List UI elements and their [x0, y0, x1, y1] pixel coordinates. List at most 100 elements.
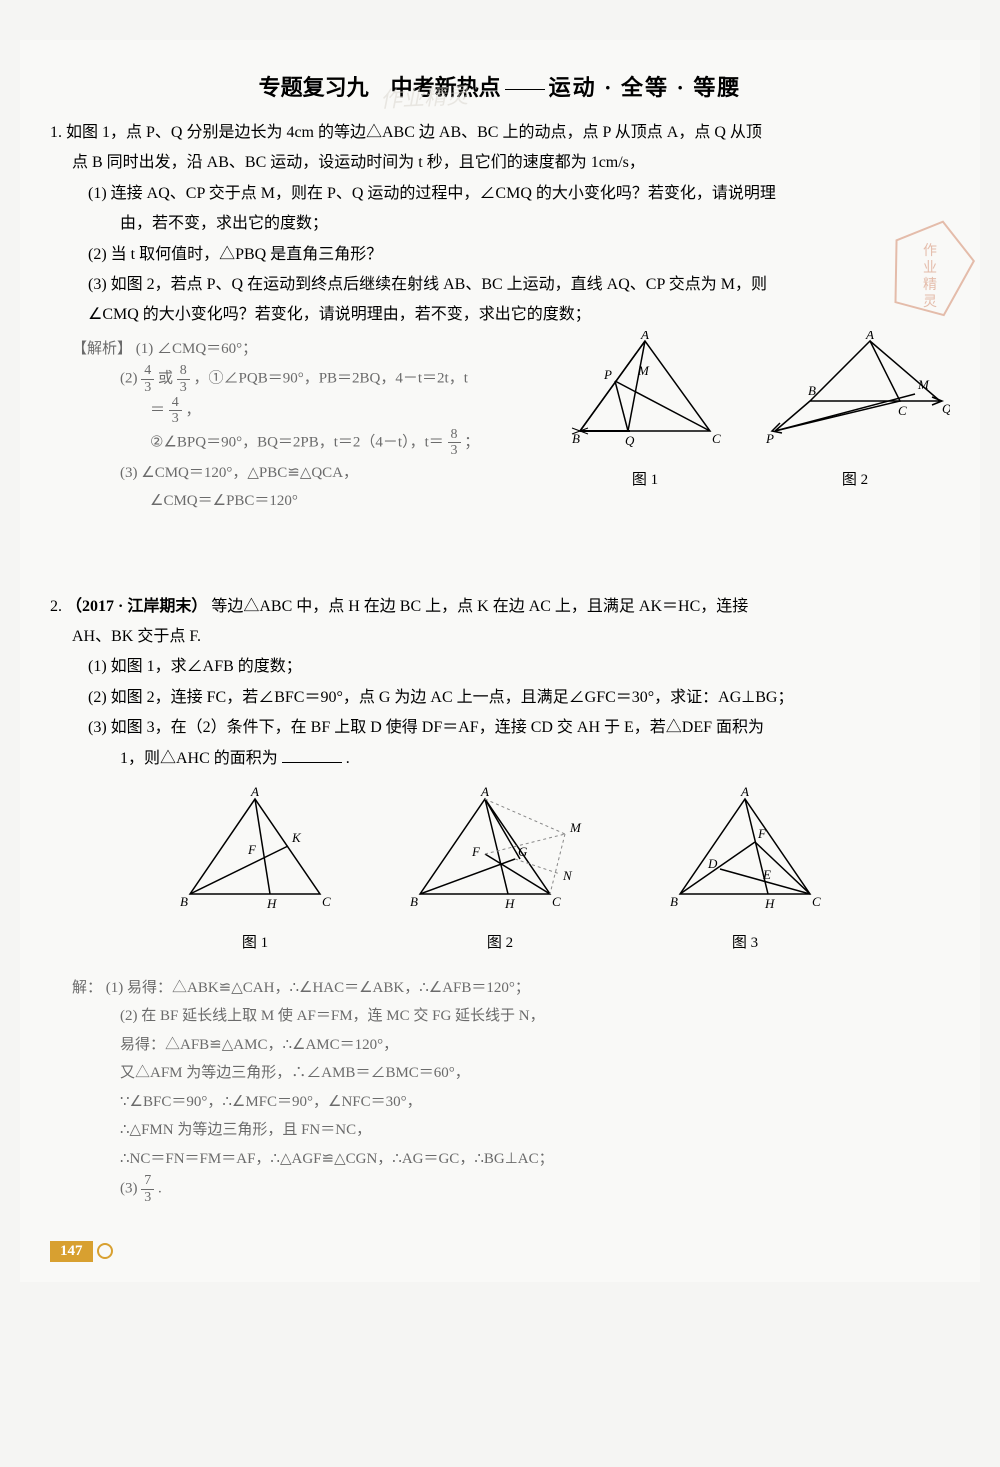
stamp-text-2: 业 [923, 260, 937, 276]
problem-1: 1. 如图 1，点 P、Q 分别是边长为 4cm 的等边△ABC 边 AB、BC… [50, 118, 950, 516]
p2-sol-label: 解： [72, 980, 102, 996]
p1-stem-a: 如图 1，点 P、Q 分别是边长为 4cm 的等边△ABC 边 AB、BC 上的… [66, 124, 762, 141]
frac43a-n: 4 [141, 363, 154, 379]
p2f3-C: C [812, 894, 821, 909]
p2-figures: A B C H K F 图 1 [50, 784, 950, 958]
p2f2-G: G [518, 844, 528, 859]
p1-fig2-svg: A B C P Q M [760, 331, 950, 451]
p2-stem-b: AH、BK 交于点 F. [50, 622, 950, 652]
p1-s2c-post: ； [464, 434, 479, 450]
page-footer: 147 [50, 1221, 950, 1262]
p2-stem-a: 等边△ABC 中，点 H 在边 BC 上，点 K 在边 AC 上，且满足 AK＝… [211, 598, 748, 615]
frac-8-3b: 83 [448, 427, 461, 459]
frac83b-n: 8 [448, 427, 461, 443]
p2-fig3-box: A B C H F D E 图 3 [660, 784, 830, 958]
p2f2-A: A [480, 784, 489, 799]
p2f3-B: B [670, 894, 678, 909]
p1-num: 1. [50, 124, 62, 141]
frac83b-d: 3 [448, 443, 461, 458]
frac43b-d: 3 [169, 411, 182, 426]
p1-fig1-box: A B C P Q M 图 1 [560, 331, 730, 495]
stamp-text-4: 灵 [923, 295, 937, 310]
p2-s3-pre: (3) [120, 1181, 141, 1197]
pagenum-circle-icon [97, 1243, 113, 1259]
p2-fig2-box: A B C H F G M N 图 2 [400, 784, 600, 958]
frac-4-3a: 43 [141, 363, 154, 395]
p2-s2f: ∴NC＝FN＝FM＝AF，∴△AGF≌△CGN，∴AG＝GC，∴BG⊥AC； [50, 1145, 950, 1174]
p2f1-K: K [291, 830, 302, 845]
p2-s2b: 易得：△AFB≌△AMC，∴∠AMC＝120°， [50, 1031, 950, 1060]
p2f1-A: A [250, 784, 259, 799]
frac-7-3: 73 [141, 1173, 154, 1205]
p1-fig2-box: A B C P Q M 图 2 [760, 331, 950, 495]
p1-fig1-cap: 图 1 [560, 466, 730, 495]
watermark-top: 作业精灵 [379, 78, 469, 115]
p1f2-C: C [898, 403, 907, 418]
p1-s2a: (2) [120, 371, 141, 387]
p1-s1: (1) ∠CMQ＝60°； [136, 341, 257, 357]
p1-stem-b: 点 B 同时出发，沿 AB、BC 运动，设运动时间为 t 秒，且它们的速度都为 … [50, 148, 950, 178]
stamp-text-1: 作 [923, 243, 937, 259]
stamp-text-3: 精 [923, 277, 937, 293]
frac73-n: 7 [141, 1173, 154, 1189]
p2f3-A: A [740, 784, 749, 799]
p2-q1: (1) 如图 1，求∠AFB 的度数； [50, 652, 950, 682]
p1-fig2-cap: 图 2 [760, 466, 950, 495]
p2f2-B: B [410, 894, 418, 909]
p2f3-D: D [707, 856, 718, 871]
p2-q2: (2) 如图 2，连接 FC，若∠BFC＝90°，点 G 为边 AC 上一点，且… [50, 683, 950, 713]
p1-s2c-pre: ②∠BPQ＝90°，BQ＝2PB，t＝2（4－t），t＝ [150, 434, 444, 450]
p2-q3b: 1，则△AHC 的面积为 [120, 750, 278, 767]
p2f2-H: H [504, 896, 515, 911]
p2-fig1-box: A B C H K F 图 1 [170, 784, 340, 958]
p2f2-M: M [569, 820, 582, 835]
page-number: 147 [50, 1241, 93, 1262]
frac-8-3a: 83 [177, 363, 190, 395]
p2-num: 2. [50, 598, 62, 615]
p2-fig1-svg: A B C H K F [170, 784, 340, 914]
stamp-badge: 作 业 精 灵 [870, 210, 990, 330]
spacer [50, 532, 950, 592]
page-title: 专题复习九 中考新热点运动 · 全等 · 等腰 [50, 70, 950, 102]
frac43b-n: 4 [169, 395, 182, 411]
p2f1-C: C [322, 894, 331, 909]
p2-s2a: (2) 在 BF 延长线上取 M 使 AF＝FM，连 MC 交 FG 延长线于 … [50, 1002, 950, 1031]
page: 作业精灵 作 业 精 灵 专题复习九 中考新热点运动 · 全等 · 等腰 1. … [20, 40, 980, 1282]
p1f1-C: C [712, 431, 721, 446]
frac43a-d: 3 [141, 380, 154, 395]
p1-figures: A B C P Q M 图 1 [560, 331, 950, 495]
p1-fig1-svg: A B C P Q M [560, 331, 730, 451]
p1f2-B: B [808, 383, 816, 398]
p1-s2a-tail: ，①∠PQB＝90°，PB＝2BQ，4－t＝2t，t [194, 371, 468, 387]
p2f3-E: E [762, 867, 771, 882]
p2f1-H: H [266, 896, 277, 911]
p2f3-H: H [764, 896, 775, 911]
p1f2-A: A [865, 331, 874, 342]
p1f1-A: A [640, 331, 649, 342]
p1f2-P: P [765, 431, 774, 446]
p1f1-Q: Q [625, 433, 635, 448]
p2-fig2-cap: 图 2 [400, 929, 600, 958]
p1f2-M: M [917, 377, 930, 392]
p2f2-C: C [552, 894, 561, 909]
p1f1-M: M [637, 363, 650, 378]
p1-q3: (3) 如图 2，若点 P、Q 在运动到终点后继续在射线 AB、BC 上运动，直… [50, 270, 950, 300]
p1f2-Q: Q [942, 401, 950, 416]
p2-blank-suffix: . [346, 750, 350, 767]
p2-blank [282, 746, 342, 763]
p2-fig2-svg: A B C H F G M N [400, 784, 600, 914]
p2-fig1-cap: 图 1 [170, 929, 340, 958]
p1-q2: (2) 当 t 取何值时，△PBQ 是直角三角形？ [50, 240, 950, 270]
p1-s2b-post: ， [186, 402, 201, 418]
p1f1-P: P [603, 367, 612, 382]
title-sub: 运动 · 全等 · 等腰 [549, 75, 742, 100]
problem-2: 2. （2017 · 江岸期末） 等边△ABC 中，点 H 在边 BC 上，点 … [50, 592, 950, 1206]
p2-q3: (3) 如图 3，在（2）条件下，在 BF 上取 D 使得 DF＝AF，连接 C… [50, 713, 950, 743]
frac83a-d: 3 [177, 380, 190, 395]
p2f1-F: F [247, 842, 257, 857]
p2-solution: 解： (1) 易得：△ABK≌△CAH，∴∠HAC＝∠ABK，∴∠AFB＝120… [50, 974, 950, 1205]
or-1: 或 [158, 371, 173, 387]
frac83a-n: 8 [177, 363, 190, 379]
p2-s2e: ∴△FMN 为等边三角形，且 FN＝NC， [50, 1116, 950, 1145]
p1f1-B: B [572, 431, 580, 446]
